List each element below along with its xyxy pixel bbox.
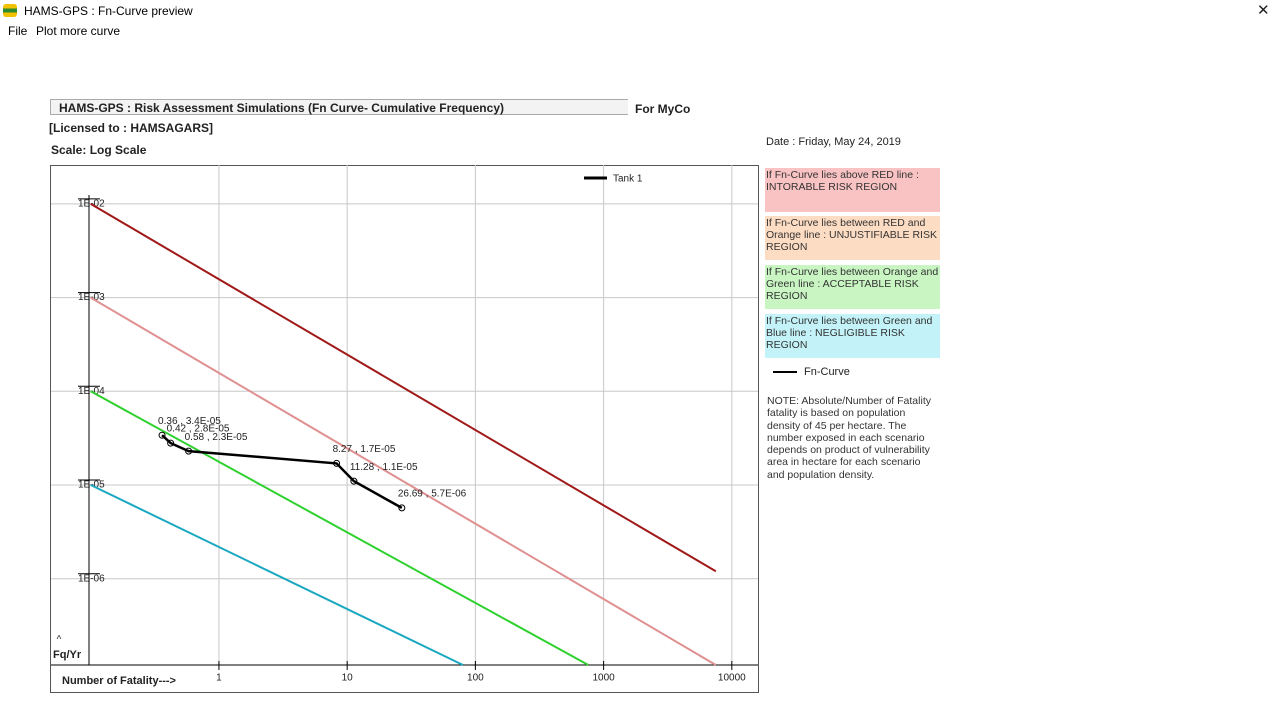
point [350, 477, 358, 485]
menu-item[interactable]: File [8, 24, 28, 38]
side-legend-label: Fn-Curve [804, 366, 850, 378]
y-axis-label: Fq/Yr [53, 649, 82, 661]
app-icon [3, 4, 17, 17]
reference-line [90, 296, 717, 666]
reference-line [90, 390, 589, 666]
point-label: 26.69 , 5.7E-06 [398, 489, 467, 500]
region-box: If Fn-Curve lies between Orange and Gree… [765, 265, 940, 309]
point-label: 11.28 , 1.1E-05 [350, 462, 418, 473]
region-box: If Fn-Curve lies above RED line : INTORA… [765, 168, 940, 212]
point-label: 0.36 , 3.4E-05 [158, 416, 221, 427]
region-box: If Fn-Curve lies between RED and Orange … [765, 216, 940, 260]
x-tick-label: 100 [467, 673, 484, 684]
region-box: If Fn-Curve lies between Green and Blue … [765, 314, 940, 358]
legend-label: Tank 1 [613, 174, 643, 185]
point-label: 0.58 , 2.3E-05 [185, 432, 248, 443]
x-tick-label: 10 [342, 673, 354, 684]
scale-label: Scale: Log Scale [51, 143, 147, 157]
point-label: 8.27 , 1.7E-05 [333, 444, 396, 455]
point [333, 459, 341, 467]
point [167, 439, 175, 447]
x-tick-label: 10000 [718, 673, 746, 684]
y-axis-arrow: ^ [57, 635, 62, 646]
reference-line [90, 203, 717, 573]
x-axis-label: Number of Fatality---> [62, 675, 176, 687]
x-tick-label: 1000 [592, 673, 615, 684]
y-tick-label: 1E-06 [78, 573, 105, 584]
date: Date : Friday, May 24, 2019 [766, 136, 901, 148]
side-legend-line [773, 371, 797, 373]
reference-line [90, 484, 464, 666]
report-title: HAMS-GPS : Risk Assessment Simulations (… [50, 99, 628, 115]
company: For MyCo [635, 102, 691, 116]
chart-frame [50, 165, 759, 693]
point [398, 504, 406, 512]
point [185, 447, 193, 455]
point-label: 0.42 , 2.8E-05 [167, 424, 230, 435]
x-tick-label: 1 [216, 673, 222, 684]
license: [Licensed to : HAMSAGARS] [49, 121, 214, 135]
fn-curve [161, 434, 403, 509]
window-title: HAMS-GPS : Fn-Curve preview [24, 4, 193, 18]
close-button[interactable]: ✕ [1257, 2, 1270, 19]
point [158, 431, 166, 439]
menu-item[interactable]: Plot more curve [36, 24, 121, 38]
note: NOTE: Absolute/Number of Fatality fatali… [767, 395, 931, 481]
